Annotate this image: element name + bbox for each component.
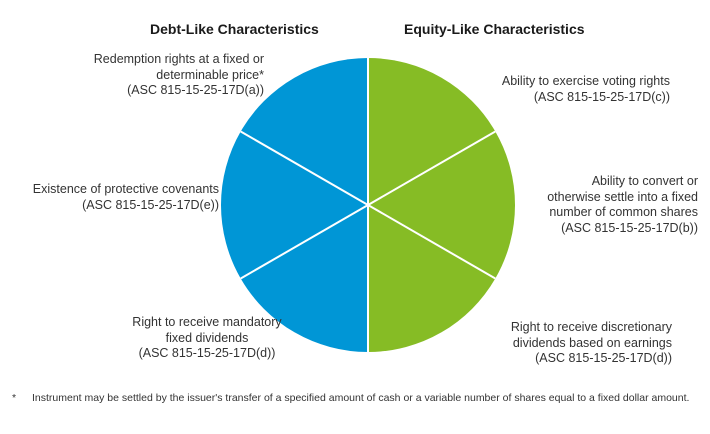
debt-label-covenants: Existence of protective covenants (ASC 8… (32, 182, 219, 212)
pie-divider-line (367, 204, 496, 280)
pie-segment-debt-redemption (240, 57, 368, 205)
pie-divider-line (240, 204, 369, 280)
pie-segment-debt-covenants (220, 131, 368, 279)
debt-characteristics-header: Debt-Like Characteristics (150, 21, 319, 37)
footnote-text: Instrument may be settled by the issuer'… (32, 392, 690, 404)
pie-divider-line (367, 130, 496, 206)
debt-label-mandatory-dividends: Right to receive mandatory fixed dividen… (132, 315, 282, 360)
pie-segment-equity-voting (368, 58, 496, 205)
pie-dividers (240, 58, 496, 352)
footnote-marker: * (12, 392, 17, 404)
equity-label-conversion: Ability to convert or otherwise settle i… (547, 174, 698, 235)
pie-segment-equity-conversion (368, 131, 516, 279)
pie-segment-debt-mandatory-dividends (240, 205, 368, 352)
equity-characteristics-header: Equity-Like Characteristics (404, 21, 585, 37)
pie-divider-line (240, 130, 369, 206)
pie-segment-equity-discretionary-dividends (368, 205, 496, 352)
equity-label-discretionary-dividends: Right to receive discretionary dividends… (510, 320, 672, 365)
equity-label-voting: Ability to exercise voting rights (ASC 8… (501, 74, 670, 104)
debt-label-redemption: Redemption rights at a fixed or determin… (93, 52, 264, 97)
